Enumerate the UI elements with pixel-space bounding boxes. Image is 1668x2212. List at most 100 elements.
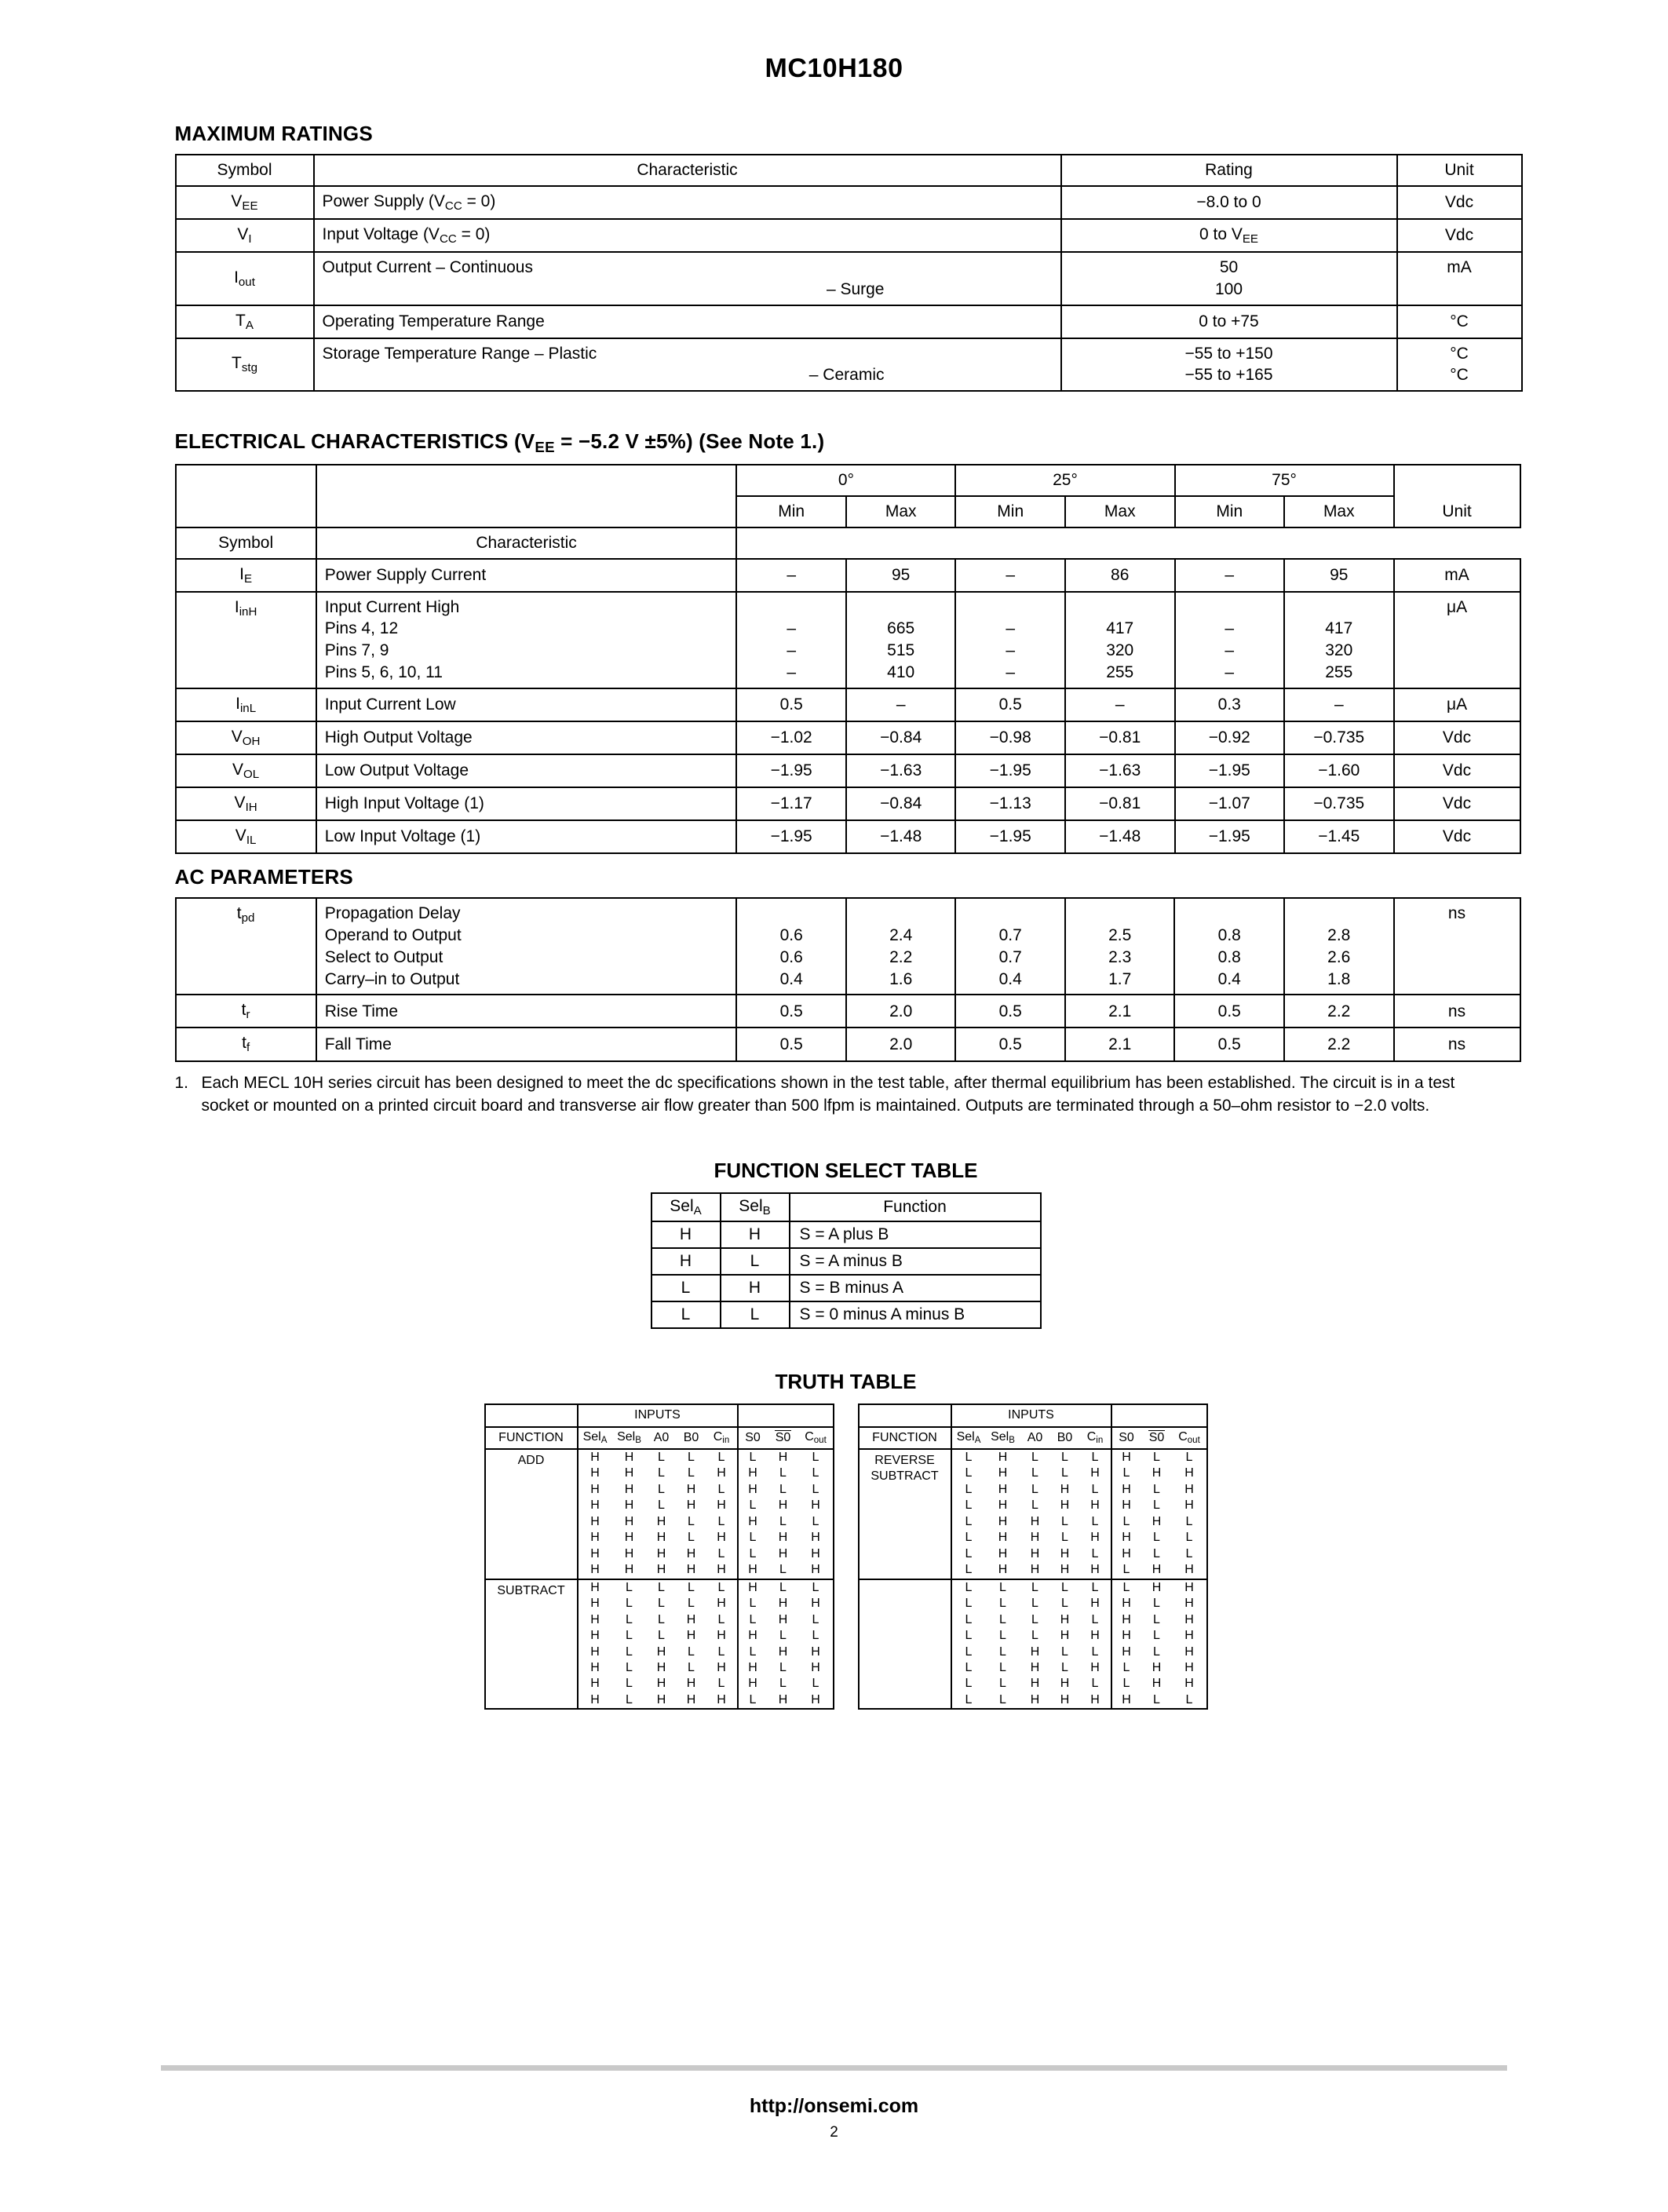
cell-value: H — [686, 1677, 696, 1691]
cell-value: L — [812, 1466, 819, 1480]
column-header-sel-b: SelB — [719, 1192, 790, 1223]
cell-value: L — [812, 1629, 819, 1643]
cell-value: L — [749, 1498, 757, 1513]
cell-value: H — [1184, 1498, 1194, 1513]
electrical-characteristics-table: 0° 25° 75° Unit Min Max Min Max Min Max … — [174, 464, 1521, 855]
cell-value: L — [1020, 1578, 1050, 1597]
cell-value: H — [590, 1692, 600, 1706]
footer-link[interactable]: http://onsemi.com — [749, 2095, 919, 2117]
cell-value: L — [1153, 1482, 1160, 1496]
cell-value: L — [749, 1531, 757, 1545]
cell-sel-b: L — [719, 1301, 790, 1330]
truth-table-right: INPUTS FUNCTION SelA SelB A0 B0 Cin S0 S0 Cout REV… — [857, 1403, 1208, 1710]
cell-value: H — [1030, 1644, 1040, 1659]
cell-function: SUBTRACT — [484, 1578, 579, 1710]
header-function-blank — [858, 1404, 952, 1428]
cell-value: L — [965, 1450, 973, 1464]
row-value: 0.3 — [1173, 687, 1286, 722]
cell-sel-a: L — [650, 1301, 721, 1330]
row-subline: Pins 7, 9 — [324, 641, 389, 660]
cell-value: H — [811, 1644, 820, 1659]
row-rating: 0 to VEE — [1060, 217, 1398, 254]
cell-value: H — [1060, 1629, 1070, 1643]
row-rating-line2: 100 — [1214, 279, 1243, 298]
cell-value: H — [686, 1629, 696, 1643]
cell-value: L — [965, 1597, 973, 1611]
cell-value: H — [1060, 1498, 1070, 1513]
cell-value: L — [749, 1612, 757, 1626]
cell-value: H — [686, 1692, 696, 1706]
cell-value: L — [1031, 1450, 1038, 1464]
cell-value: H — [1030, 1677, 1040, 1691]
cell-sel-b: L — [719, 1247, 790, 1276]
cell-value: L — [1122, 1660, 1130, 1674]
cell-value: L — [706, 1644, 739, 1660]
cell-value: L — [1061, 1466, 1068, 1480]
cell-value: H — [656, 1644, 666, 1659]
cell-value: H — [706, 1530, 739, 1546]
cell-value: L — [999, 1660, 1006, 1674]
row-subline: Pins 5, 6, 10, 11 — [324, 663, 443, 681]
cell-value: H — [706, 1596, 739, 1612]
ac-parameters-heading: AC PARAMETERS — [174, 865, 353, 889]
row-value: 0.5 — [735, 1027, 847, 1062]
cell-function: ADD — [484, 1448, 579, 1579]
cell-value: L — [999, 1692, 1006, 1706]
cell-value: L — [706, 1481, 739, 1498]
cell-value: H — [811, 1546, 820, 1560]
cell-value: L — [1049, 1578, 1080, 1597]
cell-value: L — [779, 1482, 787, 1496]
cell-value: H — [1030, 1563, 1040, 1577]
cell-value: L — [626, 1597, 633, 1611]
cell-value: L — [658, 1466, 665, 1480]
cell-value: H — [1152, 1466, 1162, 1480]
cell-value: H — [624, 1498, 634, 1513]
cell-value: H — [1152, 1660, 1162, 1674]
cell-value: L — [965, 1546, 973, 1560]
cell-value: L — [1061, 1660, 1068, 1674]
row-characteristic: Input Current High Pins 4, 12 Pins 7, 9 … — [315, 590, 738, 689]
cell-sel-b: H — [719, 1221, 790, 1250]
truth-table-left: INPUTS FUNCTION SelA SelB A0 B0 Cin S0 S0 Cout ADD… — [484, 1403, 834, 1710]
row-value: 0.5 — [1173, 994, 1285, 1029]
header-inputs: INPUTS — [577, 1404, 739, 1428]
cell-value: H — [686, 1498, 696, 1513]
cell-value: H — [998, 1563, 1008, 1577]
cell-value: L — [812, 1450, 819, 1464]
cell-value: H — [1122, 1692, 1131, 1706]
cell-function: S = B minus A — [788, 1274, 1042, 1303]
column-header-a0: A0 — [646, 1426, 677, 1450]
table-row: TA Operating Temperature Range 0 to +75 … — [174, 304, 1523, 339]
page: MC10H180 MAXIMUM RATINGS Symbol Characte… — [0, 53, 1668, 2212]
row-symbol: VIL — [174, 819, 317, 855]
table-row: H L S = A minus B — [650, 1247, 1042, 1276]
cell-value: H — [590, 1563, 600, 1577]
row-value: 2.2 — [1283, 994, 1395, 1029]
row-symbol: VIH — [174, 787, 317, 822]
row-unit: Vdc — [1396, 184, 1523, 220]
cell-value: H — [1122, 1597, 1131, 1611]
cell-value: L — [1153, 1546, 1160, 1560]
row-characteristic-line: Storage Temperature Range – Plastic — [322, 344, 597, 363]
cell-value: L — [1153, 1597, 1160, 1611]
header-inputs: INPUTS — [951, 1404, 1112, 1428]
cell-value: L — [688, 1644, 695, 1659]
cell-value: H — [748, 1660, 757, 1674]
row-value: 0.5 — [735, 687, 847, 722]
cell-value: H — [656, 1563, 666, 1577]
cell-value: L — [706, 1546, 739, 1563]
row-characteristic: Input Voltage (VCC = 0) — [312, 217, 1062, 254]
cell-value: H — [748, 1629, 757, 1643]
row-unit: °C — [1396, 304, 1523, 339]
cell-value: H — [1079, 1562, 1112, 1579]
cell-value: H — [624, 1466, 634, 1480]
row-value: 2.2 — [1283, 1027, 1395, 1062]
cell-value: H — [1184, 1563, 1194, 1577]
